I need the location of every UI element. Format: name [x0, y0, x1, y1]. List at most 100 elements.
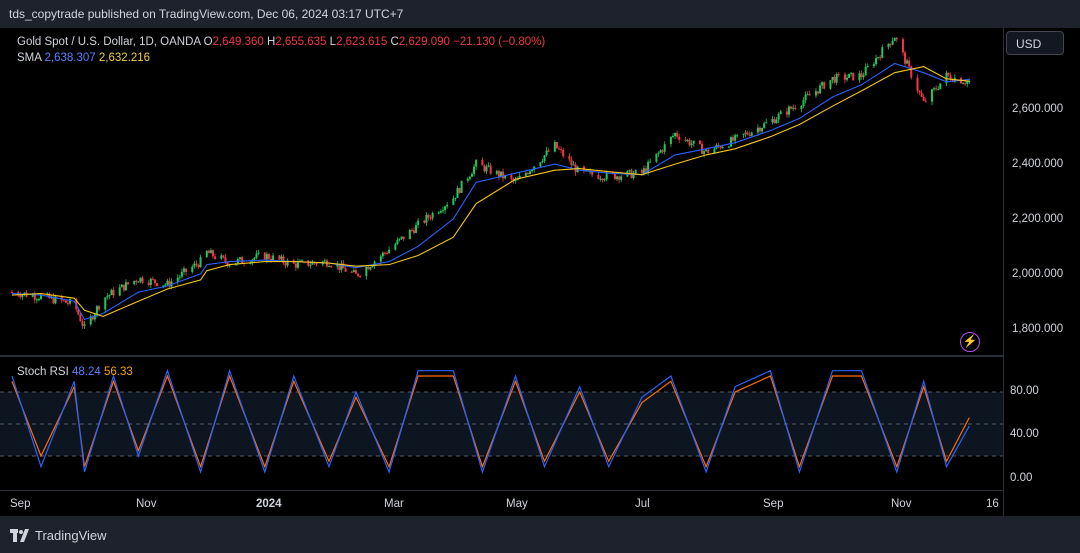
candle-body [272, 255, 275, 261]
candle-body [473, 166, 476, 174]
candle-body [808, 94, 811, 96]
candle-body [33, 294, 36, 300]
low-value: 2,623.615 [336, 36, 388, 48]
candle-body [439, 211, 442, 213]
candle-body [431, 212, 434, 219]
time-tick: 2024 [256, 498, 282, 510]
candle-body [69, 299, 72, 304]
candle-body [618, 176, 621, 180]
candle-body [572, 164, 575, 166]
candle-body [489, 165, 492, 174]
candle-body [410, 229, 413, 231]
candle-body [402, 236, 405, 240]
candle-body [350, 271, 353, 273]
candle-body [866, 66, 869, 68]
price-scale[interactable] [1003, 28, 1080, 516]
time-tick: Nov [136, 498, 157, 510]
candle-body [251, 259, 254, 263]
candle-body [182, 268, 185, 272]
sma-fast-value: 2,638.307 [44, 52, 96, 64]
currency-button[interactable]: USD [1006, 31, 1064, 55]
candle-body [663, 144, 666, 152]
stoch-rsi-line [11, 368, 970, 475]
candle-body [843, 74, 846, 80]
candle-body [700, 143, 703, 154]
candle-body [872, 64, 875, 67]
candle-body [164, 284, 167, 286]
candle-body [330, 266, 333, 268]
candle-body [415, 224, 418, 233]
candle-body [470, 173, 473, 177]
change-value: −21.130 (−0.80%) [453, 36, 546, 48]
candle-body [452, 198, 455, 205]
candle-body [199, 257, 202, 268]
candle-body [597, 174, 600, 179]
time-tick: Sep [10, 498, 31, 510]
candle-body [671, 136, 674, 138]
candle-body [788, 106, 791, 115]
candle-body [336, 264, 339, 267]
candle-body [792, 107, 795, 109]
candle-body [945, 72, 948, 84]
candle-body [270, 258, 273, 261]
candle-body [54, 296, 57, 304]
candle-body [850, 72, 853, 74]
candle-body [365, 266, 368, 277]
candle-body [922, 96, 925, 101]
candle-body [52, 296, 55, 304]
candle-body [775, 119, 778, 124]
candle-body [185, 268, 188, 273]
candle-body [908, 60, 911, 67]
candle-body [765, 122, 768, 124]
candle-body [773, 118, 776, 124]
candle-body [649, 161, 652, 163]
candle-body [468, 176, 471, 179]
time-tick: May [506, 498, 528, 510]
candle-body [686, 139, 689, 141]
candle-body [429, 217, 432, 219]
candle-body [918, 90, 921, 93]
symbol-label: Gold Spot / U.S. Dollar, 1D, OANDA [17, 36, 201, 48]
candle-body [108, 294, 111, 297]
candle-body [705, 149, 708, 151]
candle-body [545, 150, 548, 156]
rsi-band [0, 392, 1003, 456]
candle-body [777, 114, 780, 120]
candle-body [64, 300, 67, 303]
candle-body [916, 77, 919, 91]
candle-body [197, 264, 200, 268]
candle-body [23, 292, 26, 295]
candle-body [901, 39, 904, 53]
candle-body [367, 266, 370, 270]
candle-body [547, 150, 550, 152]
time-tick: Nov [891, 498, 912, 510]
chart-canvas[interactable] [0, 28, 1003, 516]
candle-body [729, 137, 732, 147]
candle-body [301, 260, 304, 262]
candle-body [819, 85, 822, 94]
candle-body [408, 229, 411, 240]
candle-body [137, 281, 140, 283]
candle-body [806, 94, 809, 96]
tradingview-logo[interactable]: TradingView [10, 528, 107, 543]
candle-body [628, 170, 631, 172]
candle-body [746, 132, 749, 135]
candle-body [141, 277, 144, 283]
low-label: L [329, 36, 337, 48]
candle-body [89, 316, 92, 325]
candle-body [454, 197, 457, 199]
lightning-icon[interactable]: ⚡ [960, 332, 980, 352]
candle-body [930, 89, 933, 102]
candle-body [763, 123, 766, 129]
candle-body [240, 257, 243, 263]
candle-body [315, 263, 318, 265]
candle-body [645, 168, 648, 172]
rsi-tick: 40.00 [1010, 428, 1039, 440]
candle-body [124, 282, 127, 291]
candle-body [495, 170, 498, 174]
candle-body [340, 263, 343, 270]
candle-body [785, 111, 788, 115]
candle-body [558, 148, 561, 150]
candle-body [151, 278, 154, 280]
pane-separator[interactable] [0, 355, 1003, 357]
